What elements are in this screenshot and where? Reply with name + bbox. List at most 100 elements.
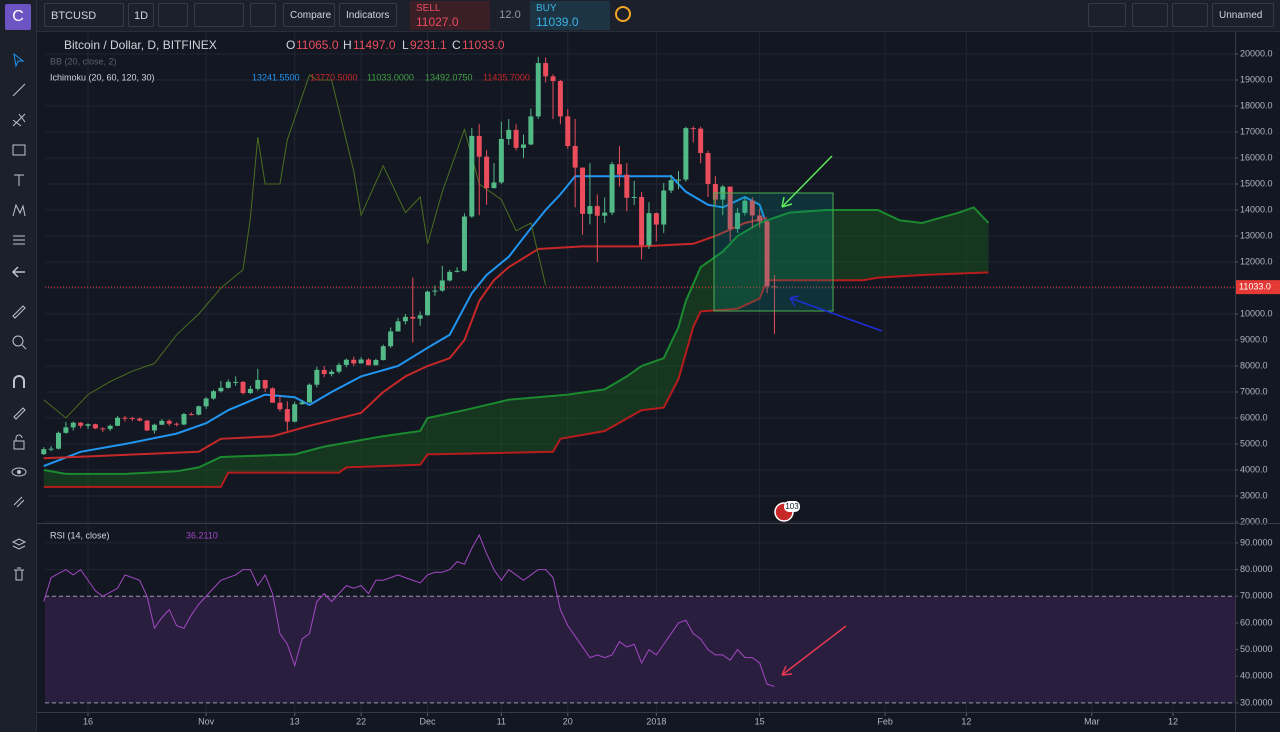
candle-body: [129, 417, 135, 419]
candle-body: [410, 316, 416, 319]
cloud-load[interactable]: [1172, 3, 1208, 27]
y-tick-label: 3000.0: [1240, 490, 1268, 500]
y-tick-label: 19000.0: [1240, 74, 1273, 84]
chart-style[interactable]: [194, 3, 244, 27]
settings[interactable]: [250, 3, 276, 27]
pattern-tool[interactable]: [11, 202, 27, 218]
y-tick-label: 15000.0: [1240, 178, 1273, 188]
candle-body: [447, 271, 453, 281]
zoom-tool[interactable]: [11, 334, 27, 350]
remove-tool[interactable]: [11, 566, 27, 582]
candle-body: [602, 212, 608, 216]
link-tool[interactable]: [11, 494, 27, 510]
candle-body: [225, 381, 231, 388]
interval-menu[interactable]: [158, 3, 188, 27]
drawn-rectangle[interactable]: [713, 192, 834, 312]
candle-body: [417, 315, 423, 319]
ohlc-value: 11065.0: [296, 38, 339, 52]
visibility-tool[interactable]: [11, 464, 27, 480]
object-tree[interactable]: [11, 536, 27, 552]
candle-body: [580, 167, 586, 214]
indicators-button[interactable]: Indicators: [339, 3, 397, 27]
red-arrow[interactable]: [781, 625, 847, 676]
candle-body: [292, 404, 298, 422]
candle-body: [48, 448, 54, 450]
candle-body: [388, 331, 394, 347]
color-picker[interactable]: [1088, 3, 1126, 27]
candle-body: [70, 422, 76, 428]
measure-tool[interactable]: [11, 304, 27, 320]
cloud-save[interactable]: [1132, 3, 1168, 27]
candle-body: [646, 213, 652, 246]
candle-body: [41, 449, 47, 455]
y-tick-label: 7000.0: [1240, 386, 1268, 396]
compare-button[interactable]: Compare: [283, 3, 335, 27]
candle-body: [572, 146, 578, 168]
candle-body: [314, 369, 320, 385]
back-tool[interactable]: [11, 264, 27, 280]
interval[interactable]: 1D: [128, 3, 154, 27]
y-tick-label: 90.0000: [1240, 537, 1273, 547]
event-count: 103: [785, 502, 799, 511]
prediction-tool[interactable]: [11, 232, 27, 248]
x-tick-label: 20: [563, 716, 573, 726]
buy-label: BUY: [536, 3, 557, 14]
x-tick-label: 16: [83, 716, 93, 726]
candle-body: [513, 129, 519, 148]
y-tick-label: 50.0000: [1240, 644, 1273, 654]
candle-body: [528, 116, 534, 145]
sell-button[interactable]: SELL 11027.0: [410, 1, 490, 30]
candle-body: [727, 186, 733, 229]
buy-button[interactable]: BUY 11039.0: [530, 1, 610, 30]
layout-name[interactable]: Unnamed: [1212, 3, 1274, 27]
candle-body: [166, 420, 172, 424]
candle-body: [188, 414, 194, 416]
trend-line-tool[interactable]: [11, 82, 27, 98]
green-arrow[interactable]: [781, 155, 833, 208]
candle-body: [668, 180, 674, 191]
x-tick-label: Feb: [877, 716, 893, 726]
indicator-value: 36.2110: [186, 530, 218, 540]
pitchfork-tool[interactable]: [11, 112, 27, 128]
candle-body: [498, 139, 504, 183]
stay-drawing-tool[interactable]: [11, 404, 27, 420]
y-tick-label: 5000.0: [1240, 438, 1268, 448]
x-tick-label: 12: [1168, 716, 1178, 726]
magnet-tool[interactable]: [11, 374, 27, 390]
event-badge[interactable]: 103: [774, 501, 800, 522]
y-tick-label: 20000.0: [1240, 48, 1273, 58]
candle-body: [757, 215, 763, 222]
candle-body: [639, 196, 645, 246]
candle-body: [461, 216, 467, 271]
logo[interactable]: C: [5, 4, 31, 30]
candle-body: [506, 129, 512, 140]
shape-tool[interactable]: [11, 142, 27, 158]
candle-body: [439, 280, 445, 291]
indicator-value: 11435.7000: [483, 72, 530, 82]
text-tool[interactable]: [11, 172, 27, 188]
indicator-value: 13770.5000: [310, 72, 358, 82]
candle-body: [159, 420, 165, 425]
candle-body: [373, 360, 379, 366]
ichimoku-cloud: [43, 207, 989, 487]
blue-arrow[interactable]: [789, 297, 883, 332]
candle-body: [218, 387, 224, 392]
price-pane: 2000.0 3000.0 4000.0 5000.0 6000.0 7000.0 8000…: [41, 32, 1280, 526]
candle-body: [491, 182, 497, 189]
y-tick-label: 16000.0: [1240, 152, 1273, 162]
candle-body: [587, 206, 593, 214]
x-tick-label: 11: [497, 716, 506, 726]
info-icon[interactable]: [615, 6, 631, 22]
candle-body: [343, 359, 349, 365]
drawn-arrows: [781, 155, 883, 676]
cursor-tool[interactable]: [11, 52, 27, 68]
y-tick-label: 13000.0: [1240, 230, 1273, 240]
candle-body: [306, 384, 312, 403]
indicator-name: BB (20, close, 2): [50, 56, 117, 66]
green-arrow-head: [781, 196, 793, 208]
symbol-search[interactable]: BTCUSD: [44, 3, 124, 27]
candle-body: [735, 212, 741, 229]
drawing-toolbar: C: [0, 0, 37, 732]
buy-price: 11039.0: [536, 15, 579, 29]
lock-tool[interactable]: [11, 434, 27, 450]
